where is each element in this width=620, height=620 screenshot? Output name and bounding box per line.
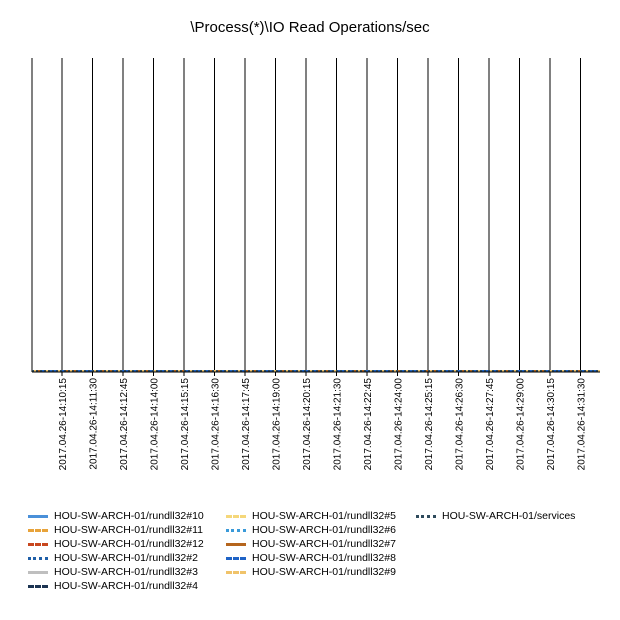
- legend-item: HOU-SW-ARCH-01/rundll32#10: [28, 509, 204, 523]
- legend-swatch: [28, 556, 48, 560]
- chart-plot: 2017.04.26-14:10:15 2017.04.26-14:11:30 20…: [31, 58, 600, 471]
- legend-label: HOU-SW-ARCH-01/rundll32#10: [54, 510, 204, 522]
- x-tick-label: 2017.04.26-14:24:00: [394, 378, 405, 471]
- legend-item: HOU-SW-ARCH-01/rundll32#4: [28, 579, 198, 593]
- legend-swatch: [226, 542, 246, 546]
- x-tick-label: 2017.04.26-14:12:45: [119, 378, 130, 471]
- legend-label: HOU-SW-ARCH-01/rundll32#2: [54, 552, 198, 564]
- legend-swatch: [226, 528, 246, 532]
- x-tick-label: 2017.04.26-14:29:00: [516, 378, 527, 471]
- legend-swatch: [226, 556, 246, 560]
- legend-swatch: [226, 570, 246, 574]
- x-tick-labels: 2017.04.26-14:10:15 2017.04.26-14:11:30 20…: [58, 378, 588, 471]
- legend-label: HOU-SW-ARCH-01/services: [442, 510, 576, 522]
- legend-swatch: [226, 514, 246, 518]
- x-tick-label: 2017.04.26-14:14:00: [150, 378, 161, 471]
- legend-item: HOU-SW-ARCH-01/rundll32#8: [226, 551, 396, 565]
- legend-label: HOU-SW-ARCH-01/rundll32#12: [54, 538, 204, 550]
- x-tick-label: 2017.04.26-14:26:30: [455, 378, 466, 471]
- legend-item: HOU-SW-ARCH-01/rundll32#3: [28, 565, 198, 579]
- legend-label: HOU-SW-ARCH-01/rundll32#9: [252, 566, 396, 578]
- legend-item: HOU-SW-ARCH-01/rundll32#2: [28, 551, 198, 565]
- x-tick-label: 2017.04.26-14:25:15: [424, 378, 435, 471]
- legend-item: HOU-SW-ARCH-01/rundll32#5: [226, 509, 396, 523]
- legend-label: HOU-SW-ARCH-01/rundll32#4: [54, 580, 198, 592]
- x-tick-label: 2017.04.26-14:10:15: [58, 378, 69, 471]
- x-tick-label: 2017.04.26-14:16:30: [211, 378, 222, 471]
- legend-swatch: [416, 514, 436, 518]
- legend-label: HOU-SW-ARCH-01/rundll32#5: [252, 510, 396, 522]
- legend-swatch: [28, 570, 48, 574]
- x-tick-label: 2017.04.26-14:19:00: [272, 378, 283, 471]
- x-tick-label: 2017.04.26-14:21:30: [333, 378, 344, 471]
- x-tick-label: 2017.04.26-14:31:30: [577, 378, 588, 471]
- legend-label: HOU-SW-ARCH-01/rundll32#7: [252, 538, 396, 550]
- legend-item: HOU-SW-ARCH-01/rundll32#12: [28, 537, 204, 551]
- legend-label: HOU-SW-ARCH-01/rundll32#8: [252, 552, 396, 564]
- legend-item: HOU-SW-ARCH-01/rundll32#9: [226, 565, 396, 579]
- legend-label: HOU-SW-ARCH-01/rundll32#6: [252, 524, 396, 536]
- chart-title: \Process(*)\IO Read Operations/sec: [190, 19, 430, 36]
- legend-label: HOU-SW-ARCH-01/rundll32#3: [54, 566, 198, 578]
- legend-item: HOU-SW-ARCH-01/rundll32#6: [226, 523, 396, 537]
- legend-swatch: [28, 542, 48, 546]
- x-tick-label: 2017.04.26-14:27:45: [485, 378, 496, 471]
- legend-item: HOU-SW-ARCH-01/rundll32#7: [226, 537, 396, 551]
- grid-lines: [31, 58, 581, 376]
- x-tick-label: 2017.04.26-14:22:45: [363, 378, 374, 471]
- legend-swatch: [28, 584, 48, 588]
- x-tick-label: 2017.04.26-14:11:30: [89, 378, 100, 470]
- x-tick-label: 2017.04.26-14:17:45: [241, 378, 252, 471]
- legend: HOU-SW-ARCH-01/rundll32#10 HOU-SW-ARCH-01…: [28, 509, 618, 609]
- legend-item: HOU-SW-ARCH-01/services: [416, 509, 575, 523]
- x-tick-label: 2017.04.26-14:30:15: [546, 378, 557, 471]
- legend-swatch: [28, 528, 48, 532]
- x-tick-label: 2017.04.26-14:15:15: [180, 378, 191, 471]
- legend-swatch: [28, 514, 48, 518]
- x-tick-label: 2017.04.26-14:20:15: [302, 378, 313, 471]
- legend-item: HOU-SW-ARCH-01/rundll32#11: [28, 523, 203, 537]
- legend-label: HOU-SW-ARCH-01/rundll32#11: [54, 524, 203, 536]
